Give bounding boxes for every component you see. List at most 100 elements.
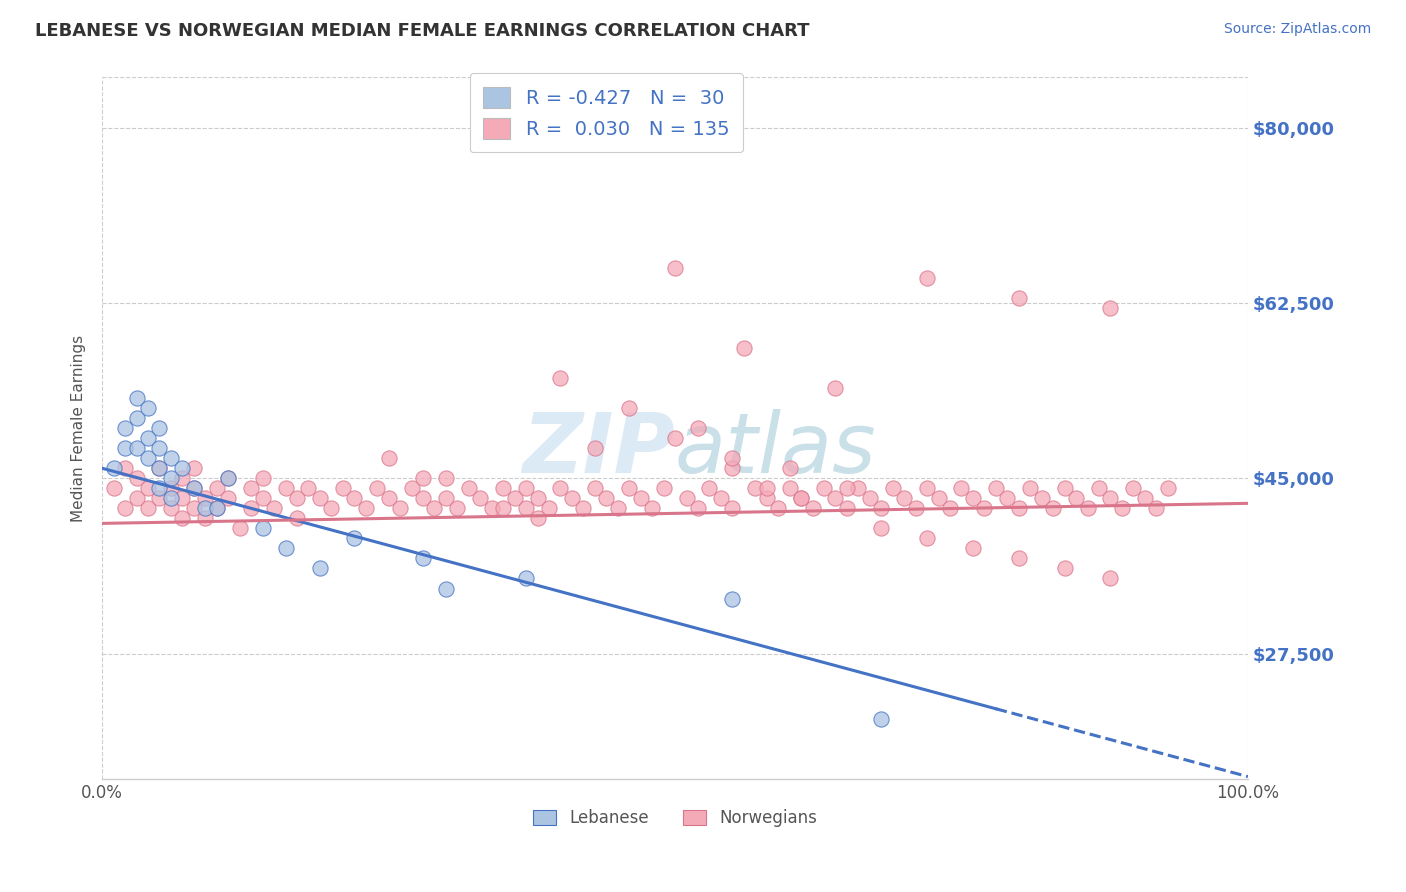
Point [1122, 481, 1144, 495]
Point [252, 491, 274, 506]
Point [664, 260, 686, 275]
Point [103, 481, 125, 495]
Point [160, 481, 183, 495]
Point [973, 501, 995, 516]
Point [492, 501, 515, 516]
Point [183, 501, 205, 516]
Point [550, 371, 572, 385]
Point [412, 491, 434, 506]
Point [995, 491, 1018, 506]
Point [619, 481, 641, 495]
Point [172, 471, 194, 485]
Point [721, 591, 744, 606]
Point [114, 501, 136, 516]
Point [1008, 291, 1031, 305]
Point [1042, 501, 1064, 516]
Point [984, 481, 1007, 495]
Point [343, 532, 366, 546]
Point [183, 481, 205, 495]
Point [125, 411, 148, 425]
Point [915, 271, 938, 285]
Point [434, 471, 457, 485]
Point [1064, 491, 1087, 506]
Point [835, 501, 858, 516]
Point [136, 501, 159, 516]
Point [252, 521, 274, 535]
Point [630, 491, 652, 506]
Point [217, 471, 239, 485]
Point [389, 501, 412, 516]
Point [285, 511, 308, 525]
Y-axis label: Median Female Earnings: Median Female Earnings [72, 334, 86, 522]
Point [1099, 572, 1122, 586]
Point [859, 491, 882, 506]
Point [962, 541, 984, 556]
Point [412, 471, 434, 485]
Point [354, 501, 377, 516]
Point [664, 431, 686, 445]
Point [205, 501, 228, 516]
Point [1099, 491, 1122, 506]
Point [537, 501, 560, 516]
Point [1053, 561, 1076, 575]
Point [835, 481, 858, 495]
Point [401, 481, 423, 495]
Point [274, 541, 297, 556]
Point [125, 441, 148, 455]
Point [205, 501, 228, 516]
Point [870, 712, 893, 726]
Point [915, 532, 938, 546]
Point [412, 551, 434, 566]
Point [332, 481, 354, 495]
Point [733, 341, 755, 355]
Point [550, 481, 572, 495]
Point [1144, 501, 1167, 516]
Point [228, 521, 250, 535]
Point [148, 481, 170, 495]
Point [377, 491, 399, 506]
Point [915, 481, 938, 495]
Point [652, 481, 675, 495]
Point [160, 471, 183, 485]
Point [148, 461, 170, 475]
Point [1099, 301, 1122, 315]
Point [481, 501, 503, 516]
Point [721, 501, 744, 516]
Point [194, 491, 217, 506]
Point [205, 481, 228, 495]
Point [321, 501, 343, 516]
Point [572, 501, 595, 516]
Point [710, 491, 733, 506]
Point [343, 491, 366, 506]
Point [515, 501, 537, 516]
Point [194, 501, 217, 516]
Point [148, 441, 170, 455]
Point [686, 501, 709, 516]
Point [492, 481, 515, 495]
Text: Source: ZipAtlas.com: Source: ZipAtlas.com [1223, 22, 1371, 37]
Point [699, 481, 721, 495]
Point [114, 461, 136, 475]
Point [893, 491, 915, 506]
Point [470, 491, 492, 506]
Point [297, 481, 319, 495]
Point [583, 441, 606, 455]
Point [172, 461, 194, 475]
Point [160, 451, 183, 466]
Point [824, 381, 846, 395]
Point [309, 491, 332, 506]
Point [172, 511, 194, 525]
Point [160, 501, 183, 516]
Point [606, 501, 628, 516]
Point [561, 491, 583, 506]
Point [526, 491, 548, 506]
Point [1157, 481, 1180, 495]
Point [457, 481, 479, 495]
Point [1133, 491, 1156, 506]
Point [779, 461, 801, 475]
Point [744, 481, 766, 495]
Point [136, 431, 159, 445]
Point [848, 481, 870, 495]
Point [125, 471, 148, 485]
Point [583, 481, 606, 495]
